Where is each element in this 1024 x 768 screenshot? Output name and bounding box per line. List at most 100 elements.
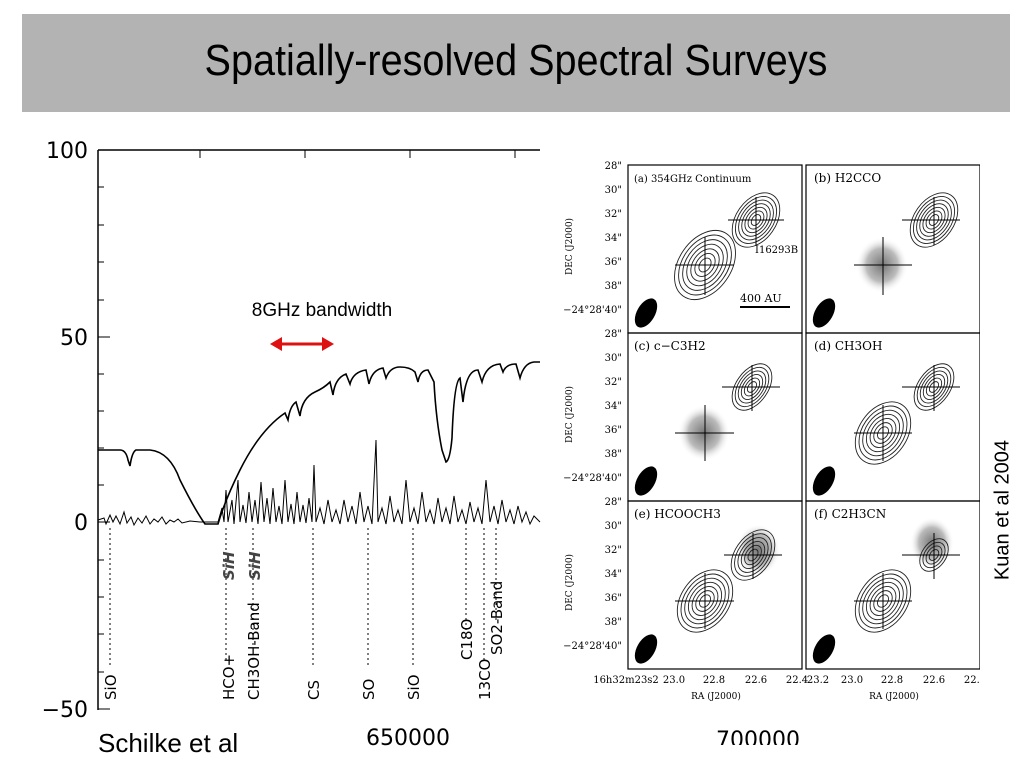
dec-tick: 38" (605, 617, 622, 628)
contour-line (913, 363, 955, 411)
contour-line (737, 537, 769, 573)
panel-b-label: (b) H2CCO (814, 171, 881, 185)
contour-line (746, 381, 758, 393)
contour-line (854, 401, 912, 465)
contour-line (690, 248, 720, 282)
contour-line (925, 545, 943, 565)
contour-line (699, 594, 711, 608)
dec-tick: 36" (605, 593, 622, 604)
contour-line (740, 374, 764, 400)
contour-line (747, 210, 765, 230)
dec-axis-label-1: DEC (J2000) (564, 218, 575, 275)
line-id-sio-1: SiO (102, 675, 120, 701)
line-id-so: SO (360, 679, 378, 700)
line-id-cs: CS (305, 680, 323, 700)
contour-line (750, 214, 762, 226)
spectrum-line (97, 439, 541, 527)
contour-line (743, 377, 761, 397)
contour-line (925, 210, 943, 230)
contour-line (686, 243, 724, 287)
contour-line (691, 586, 719, 616)
contour-line (678, 234, 732, 296)
ra-tick: 22.6 (923, 675, 945, 686)
contour-line (730, 529, 776, 581)
credit-kuan-text: Kuan et al 2004 (991, 439, 1014, 581)
contour-line (747, 548, 759, 562)
panel-e-label: (e) HCOOCH3 (634, 507, 721, 521)
bandwidth-annotation: 8GHz bandwidth (252, 300, 392, 321)
dec-tick: 38" (605, 449, 622, 460)
credit-kuan: Kuan et al 2004 (982, 435, 1024, 585)
dec-tick: 38" (605, 281, 622, 292)
y-tick-0: 0 (74, 511, 88, 536)
dec-tick: 28" (605, 161, 622, 172)
contour-line (734, 533, 772, 577)
contour-line (928, 549, 940, 561)
ra-tick: 22.6 (745, 675, 767, 686)
line-id-markers (109, 528, 497, 668)
contour-line (869, 586, 897, 616)
line-id-sih-1: SiH (220, 551, 238, 580)
contour-line (674, 230, 736, 300)
contour-line (869, 418, 897, 448)
spectrum-chart: 100 50 0 −50 650000 8GHz bandwidth SiO H… (42, 139, 541, 751)
line-id-c18o: C18O (458, 619, 476, 660)
contour-line (873, 590, 893, 612)
panel-a-label: (a) 354GHz Continuum (634, 174, 752, 185)
contour-line (865, 581, 901, 621)
dec-tick: 34" (605, 401, 622, 412)
y-tick-100: 100 (46, 139, 88, 164)
credit-schilke: Schilke et al (98, 728, 239, 758)
line-id-13co: 13CO (476, 659, 494, 700)
y-tick-neg50: −50 (42, 698, 88, 723)
contour-line (676, 569, 734, 633)
ra-tick: 16h32m23s2 (593, 675, 659, 686)
panel-c-label: (c) c−C3H2 (634, 339, 706, 353)
dec-tick: 32" (605, 377, 622, 388)
contour-maps-figure: (a) 354GHz Continuum (b) H2CCO (c) c−C3H… (563, 161, 980, 745)
contour-line (684, 577, 726, 625)
contour-line (862, 409, 904, 457)
ra-ticks: 16h32m23s2 23.0 22.8 22.6 22.4 23.2 23.0… (593, 675, 980, 702)
dec-tick: 34" (605, 233, 622, 244)
contour-line (695, 590, 715, 612)
ra-tick: 22.8 (881, 675, 903, 686)
panel-frames (627, 164, 980, 670)
contour-line (928, 214, 940, 226)
contour-line (922, 374, 946, 400)
contour-line (680, 573, 730, 629)
dec-tick: 32" (605, 209, 622, 220)
bandwidth-arrow (270, 337, 334, 351)
contour-line (734, 196, 778, 244)
line-id-sih-2: SiH (246, 551, 264, 580)
ra-axis-label-1: RA (J2000) (691, 691, 741, 702)
contour-line (862, 577, 904, 625)
contour-line (741, 203, 771, 237)
ra-tick: 22.4 (786, 675, 808, 686)
slide-title: Spatially-resolved Spectral Surveys (204, 36, 828, 85)
contour-line (687, 581, 723, 621)
contour-line (740, 541, 766, 569)
ra-tick: 23.0 (841, 675, 863, 686)
dec-tick: 32" (605, 545, 622, 556)
contour-line (698, 257, 712, 273)
dec-tick: −24°28'40" (563, 641, 622, 652)
dec-tick: 36" (605, 425, 622, 436)
dec-tick: 28" (605, 497, 622, 508)
contour-line (922, 541, 946, 569)
dec-axis-label-3: DEC (J2000) (564, 554, 575, 611)
ra-tick: 22.8 (703, 675, 725, 686)
dec-tick: 30" (605, 521, 622, 532)
dec-axis-label-2: DEC (J2000) (564, 386, 575, 443)
contour-line (865, 413, 901, 453)
line-id-hco: HCO+ (220, 654, 238, 700)
panel-a-source: I16293B (755, 245, 798, 256)
panel-d-label: (d) CH3OH (814, 339, 882, 353)
contour-sets (674, 192, 959, 633)
beam-ellipses (634, 298, 836, 664)
contour-line (919, 370, 949, 404)
contour-line (916, 366, 952, 408)
crosshairs (675, 197, 960, 629)
contour-line (916, 199, 952, 241)
x-tick-700000: 700000 (716, 728, 800, 745)
